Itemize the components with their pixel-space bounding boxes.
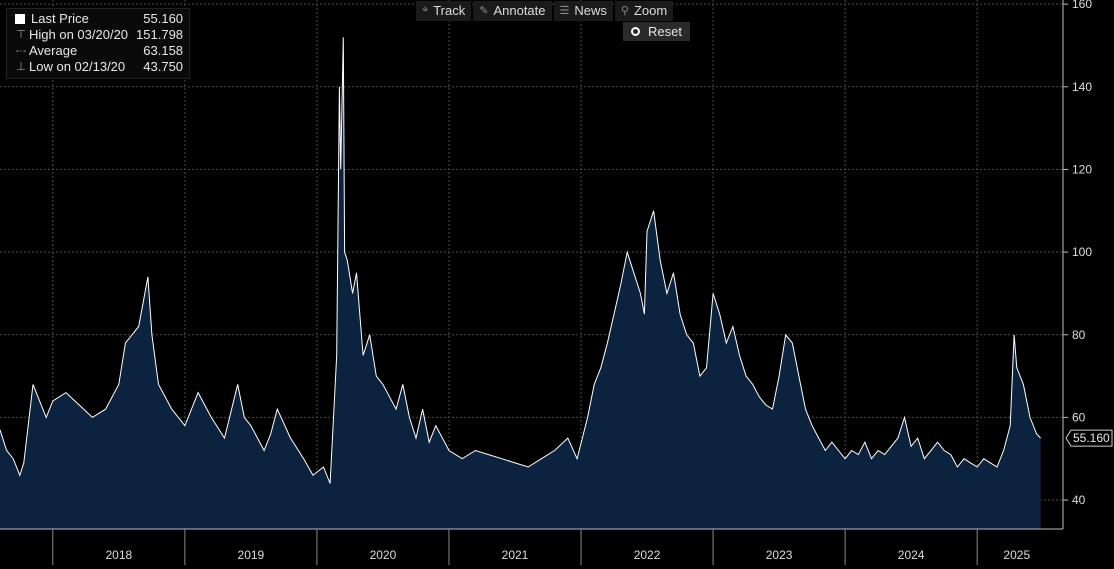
- x-tick-label: 2020: [370, 548, 397, 562]
- average-marker-icon: -·-: [15, 45, 27, 57]
- legend-label-high: High on 03/20/20: [29, 27, 129, 42]
- price-line: [0, 37, 1041, 484]
- x-tick-label: 2021: [502, 548, 529, 562]
- legend-label-last-price: Last Price: [31, 11, 89, 26]
- price-area-fill: [0, 37, 1041, 529]
- x-tick-label: 2024: [898, 548, 925, 562]
- legend-row-average: -·- Average 63.158: [13, 43, 184, 59]
- legend-label-low: Low on 02/13/20: [29, 59, 126, 74]
- reset-button[interactable]: Reset: [623, 22, 690, 41]
- legend-row-high: ⊤ High on 03/20/20 151.798: [13, 27, 183, 43]
- legend-value-last-price: 55.160: [143, 11, 184, 26]
- news-button[interactable]: ☰ News: [553, 1, 613, 21]
- x-axis: 2018 2019 2020 2021 2022 2023 2024 2025: [0, 528, 1063, 565]
- x-tick-label: 2018: [105, 548, 132, 562]
- chart-toolbar: ⌖ Track ✎ Annotate ☰ News ⚲ Zoom: [416, 1, 674, 21]
- news-label: News: [574, 3, 607, 18]
- x-tick-label: 2022: [634, 548, 661, 562]
- reset-icon: [631, 27, 640, 36]
- legend-row-low: ⊥ Low on 02/13/20 43.750: [13, 59, 183, 75]
- y-tick-label: 60: [1072, 410, 1086, 424]
- zoom-label: Zoom: [633, 3, 668, 18]
- crosshair-icon: ⌖: [422, 4, 429, 16]
- y-tick-label: 40: [1072, 493, 1086, 507]
- high-marker-icon: ⊤: [16, 29, 26, 41]
- magnifier-icon: ⚲: [620, 5, 629, 17]
- last-price-tag: 55.160: [1065, 429, 1113, 447]
- y-tick-label: 120: [1072, 162, 1092, 176]
- legend-value-low: 43.750: [143, 59, 184, 74]
- y-axis: 40 60 80 100 120 140 160: [1062, 0, 1092, 529]
- legend-value-high: 151.798: [136, 27, 184, 42]
- y-tick-label: 100: [1072, 245, 1092, 259]
- y-tick-label: 160: [1072, 0, 1092, 11]
- annotate-button[interactable]: ✎ Annotate: [473, 1, 552, 21]
- track-button[interactable]: ⌖ Track: [416, 1, 472, 21]
- x-tick-label: 2025: [1003, 548, 1030, 562]
- reset-label: Reset: [648, 24, 682, 39]
- pencil-icon: ✎: [479, 5, 489, 17]
- x-tick-label: 2019: [238, 548, 265, 562]
- legend-box: Last Price 55.160 ⊤ High on 03/20/20 151…: [6, 8, 191, 79]
- low-marker-icon: ⊥: [16, 61, 26, 73]
- legend-value-average: 63.158: [143, 43, 184, 58]
- annotate-label: Annotate: [493, 3, 546, 18]
- last-price-swatch-icon: [15, 14, 25, 24]
- news-icon: ☰: [559, 5, 570, 17]
- legend-row-last-price[interactable]: Last Price 55.160: [13, 11, 183, 27]
- track-label: Track: [433, 3, 466, 18]
- x-tick-label: 2023: [766, 548, 793, 562]
- y-tick-label: 80: [1072, 328, 1086, 342]
- last-price-tag-value: 55.160: [1073, 431, 1110, 445]
- y-tick-label: 140: [1072, 80, 1092, 94]
- legend-label-average: Average: [29, 43, 78, 58]
- zoom-button[interactable]: ⚲ Zoom: [614, 1, 674, 21]
